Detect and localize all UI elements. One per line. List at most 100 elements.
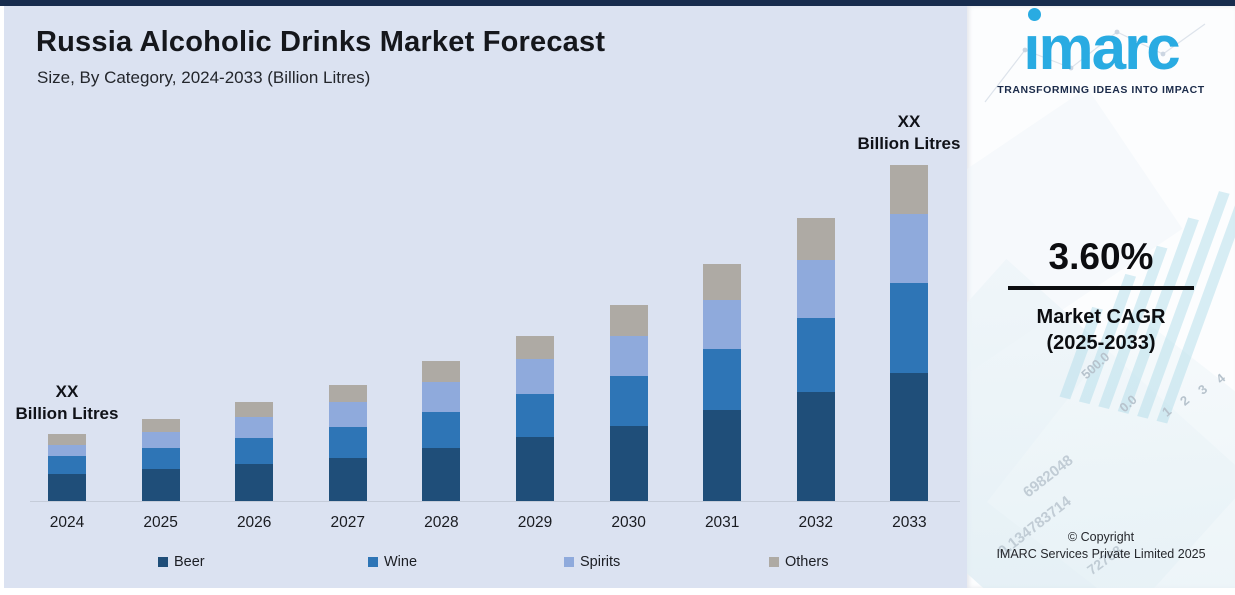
bar-segment-others-2031 [703,264,742,300]
copyright: © Copyright IMARC Services Private Limit… [967,530,1235,561]
legend-marker-others [769,557,779,567]
branding-panel: 500.0 0.0 1 2 3 4 6982048 0.134783714 72… [967,6,1235,588]
bar-segment-others-2026 [235,402,274,417]
cagr-underline [1008,286,1194,290]
x-axis-label-2027: 2027 [330,514,366,531]
stacked-bar-2032 [796,218,835,501]
copyright-line1: © Copyright [1067,530,1135,544]
legend-item-spirits: Spirits [564,554,620,570]
imarc-tagline: TRANSFORMING IDEAS INTO IMPACT [997,84,1205,96]
legend-marker-beer [158,557,168,567]
page-title: Russia Alcoholic Drinks Market Forecast [36,26,606,58]
annotation-value: XX [55,382,79,401]
bar-segment-beer-2031 [703,410,742,501]
legend-label-others: Others [785,554,829,570]
legend-label-spirits: Spirits [580,554,621,570]
imarc-logo-text: ımarc [1023,14,1180,83]
legend-item-beer: Beer [158,554,205,570]
stacked-bar-2029 [516,336,554,501]
bar-segment-beer-2027 [328,458,367,501]
annotation-unit: Billion Litres [857,134,961,154]
x-axis-label-2029: 2029 [517,514,553,531]
bar-segment-spirits-2031 [703,300,742,349]
bar-segment-others-2032 [796,218,835,260]
legend-marker-wine [368,557,378,567]
bar-segment-others-2024 [48,434,86,445]
bar-segment-others-2025 [141,419,180,432]
bar-segment-beer-2025 [141,469,180,501]
bar-segment-wine-2028 [422,412,461,448]
legend-item-others: Others [769,554,829,570]
stacked-bar-2033 [890,165,929,501]
bar-segment-beer-2029 [516,437,554,501]
bar-segment-others-2033 [890,165,929,214]
bar-segment-beer-2032 [796,392,835,501]
annotation-unit: Billion Litres [15,404,119,424]
stacked-bar-2027 [328,385,367,501]
chart-panel: Russia Alcoholic Drinks Market Forecast … [4,6,967,588]
x-axis-label-2026: 2026 [236,514,272,531]
legend-label-beer: Beer [174,554,205,570]
bar-segment-others-2028 [422,361,461,382]
value-annotation-2024: XX Billion Litres [0,381,142,425]
imarc-logo-wordmark: ımarc [1023,8,1181,80]
bar-segment-others-2029 [516,336,554,359]
cagr-label-line1: Market CAGR [1036,306,1166,328]
x-axis-label-2030: 2030 [611,514,646,531]
plot-area: XX Billion Litres XX Billion Litres 2024… [4,6,967,588]
legend-marker-spirits [564,557,574,567]
bar-segment-others-2030 [609,305,648,336]
decorative-network-graphic [984,23,1206,103]
bar-segment-beer-2030 [609,426,648,501]
bar-segment-beer-2024 [48,474,86,501]
stacked-bar-2025 [141,419,180,501]
cagr-block: 3.60% Market CAGR (2025-2033) [967,236,1235,356]
imarc-logo-dot-icon [1028,8,1042,21]
bar-segment-spirits-2029 [516,359,554,394]
copyright-line2: IMARC Services Private Limited 2025 [996,547,1206,561]
page-subtitle: Size, By Category, 2024-2033 (Billion Li… [37,68,371,87]
cagr-value: 3.60% [1048,236,1154,277]
bar-segment-wine-2029 [516,394,554,437]
bar-segment-wine-2031 [703,349,742,410]
stacked-bar-2028 [422,361,461,501]
bar-segment-wine-2032 [796,318,835,392]
stacked-bar-2031 [703,264,742,501]
bar-segment-spirits-2025 [141,432,180,448]
bar-segment-wine-2030 [609,376,648,426]
legend-label-wine: Wine [384,554,418,570]
bar-segment-spirits-2032 [796,260,835,318]
bar-segment-wine-2024 [48,456,86,474]
bar-segment-spirits-2033 [890,214,929,283]
x-axis-label-2024: 2024 [49,514,85,531]
bar-segment-wine-2027 [328,427,367,458]
stacked-bar-2024 [48,434,86,501]
bar-segment-beer-2033 [890,373,929,501]
value-annotation-2033: XX Billion Litres [834,111,984,155]
stacked-bar-2026 [235,402,274,501]
bar-segment-wine-2026 [235,438,274,464]
legend-item-wine: Wine [368,554,417,570]
x-axis-label-2025: 2025 [143,514,178,531]
bar-segment-spirits-2030 [609,336,648,376]
x-axis-label-2031: 2031 [704,514,740,531]
bar-segment-wine-2033 [890,283,929,373]
x-axis-label-2033: 2033 [892,514,927,531]
bar-segment-beer-2028 [422,448,461,501]
x-axis-line [30,501,960,502]
stacked-bar-2030 [609,305,648,501]
bar-segment-spirits-2027 [328,402,367,427]
bar-segment-spirits-2028 [422,382,461,412]
top-accent-strip [0,0,1235,6]
x-axis-label-2028: 2028 [424,514,459,531]
annotation-value: XX [897,112,921,131]
cagr-label-line2: (2025-2033) [1046,332,1156,354]
imarc-logo: ımarc TRANSFORMING IDEAS INTO IMPACT [967,8,1235,96]
bar-segment-wine-2025 [141,448,180,469]
bar-segment-spirits-2026 [235,417,274,438]
bar-segment-spirits-2024 [48,445,86,456]
bar-segment-beer-2026 [235,464,274,501]
bar-segment-others-2027 [328,385,367,402]
x-axis-label-2032: 2032 [798,514,834,531]
